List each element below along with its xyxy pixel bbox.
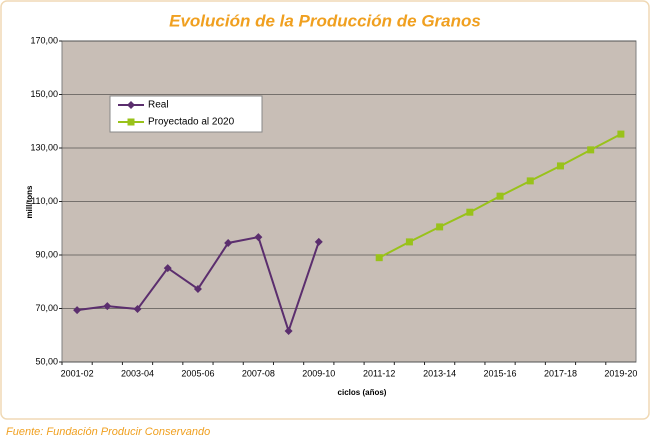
y-tick-label: 130,00 xyxy=(30,142,58,152)
legend-marker xyxy=(127,101,135,109)
series-marker xyxy=(375,254,383,262)
x-tick-label: 2001-02 xyxy=(61,368,94,378)
legend-box xyxy=(109,95,263,133)
x-tick-label: 2013-14 xyxy=(423,368,456,378)
y-tick-label: 170,00 xyxy=(30,35,58,45)
x-tick-label: 2003-04 xyxy=(121,368,154,378)
series-marker xyxy=(314,237,323,246)
series-marker xyxy=(405,238,413,246)
series-marker xyxy=(73,306,82,315)
source-note: Fuente: Fundación Producir Conservando xyxy=(6,426,210,438)
x-tick-label: 2019-20 xyxy=(604,368,637,378)
series-marker xyxy=(254,233,263,242)
y-axis-label: mill/tons xyxy=(25,185,34,218)
legend-marker xyxy=(127,118,135,126)
series-marker xyxy=(133,305,142,314)
y-tick-label: 110,00 xyxy=(31,196,58,206)
y-tick-label: 50,00 xyxy=(35,356,58,366)
series-marker xyxy=(587,146,595,154)
legend-label: Proyectado al 2020 xyxy=(148,117,235,128)
series-marker xyxy=(436,223,444,231)
x-tick-label: 2005-06 xyxy=(181,368,214,378)
legend-label: Real xyxy=(148,100,169,111)
series-marker xyxy=(526,177,534,185)
y-tick-label: 70,00 xyxy=(35,303,58,313)
y-tick-label: 90,00 xyxy=(35,249,58,259)
x-axis-label: ciclos (años) xyxy=(338,388,387,397)
series-marker xyxy=(193,284,202,293)
x-tick-label: 2011-12 xyxy=(363,368,395,378)
series-marker xyxy=(103,302,112,311)
x-tick-label: 2007-08 xyxy=(242,368,275,378)
series-marker xyxy=(284,326,293,335)
y-tick-label: 150,00 xyxy=(30,89,58,99)
series-marker xyxy=(556,162,564,170)
x-tick-label: 2009-10 xyxy=(302,368,335,378)
series-marker xyxy=(617,130,625,138)
chart-title: Evolución de la Producción de Granos xyxy=(169,11,481,30)
series-marker xyxy=(224,238,233,247)
series-marker xyxy=(496,192,504,200)
x-tick-label: 2015-16 xyxy=(484,368,517,378)
series-marker xyxy=(466,208,474,216)
x-tick-label: 2017-18 xyxy=(544,368,577,378)
series-marker xyxy=(163,264,172,273)
